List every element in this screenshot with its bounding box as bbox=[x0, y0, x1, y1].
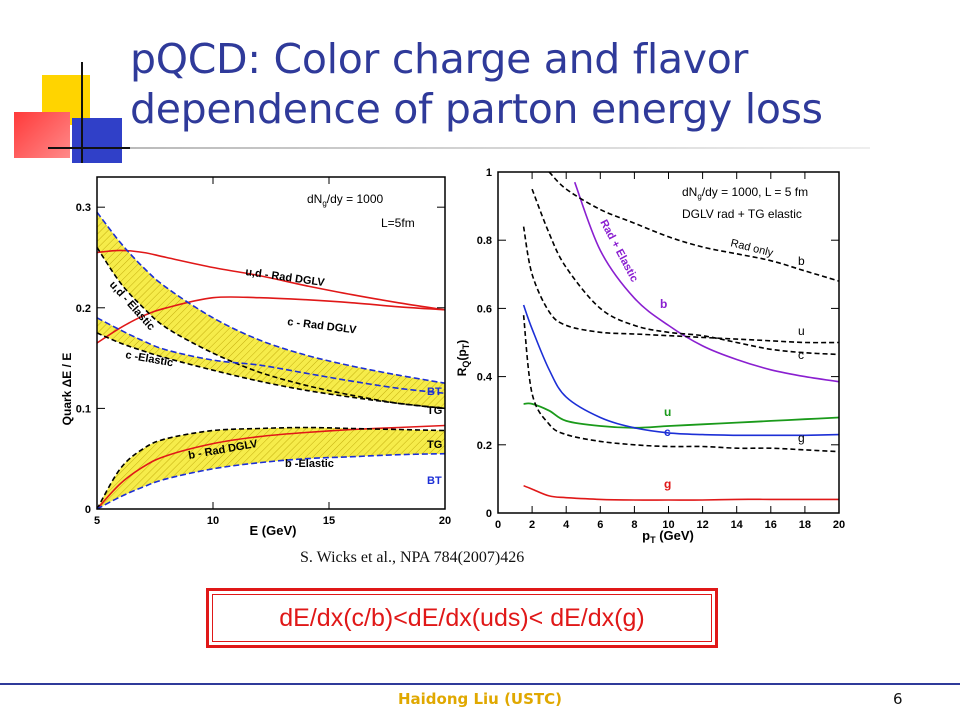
x-tick-label: 10 bbox=[662, 519, 674, 531]
plot-frame bbox=[497, 171, 840, 514]
y-tick-label: 0.8 bbox=[477, 235, 492, 247]
label-bt-upper: BT bbox=[427, 386, 442, 398]
series-c-elastic-tg bbox=[96, 332, 446, 410]
y-tick-label: 0.2 bbox=[477, 440, 492, 452]
x-tick-label: 15 bbox=[323, 515, 335, 527]
annotation-dng: dNg/dy = 1000, L = 5 fm bbox=[682, 185, 808, 201]
x-tick-label: 8 bbox=[631, 519, 637, 531]
x-tick-label: 20 bbox=[439, 515, 451, 527]
x-tick-label: 20 bbox=[833, 519, 845, 531]
curve-label-b-rad: b bbox=[798, 254, 805, 268]
y-tick-label: 0.6 bbox=[477, 303, 492, 315]
y-tick-label: 0.2 bbox=[76, 303, 91, 315]
y-tick-label: 0.4 bbox=[477, 372, 493, 384]
label-b-elastic: b -Elastic bbox=[285, 458, 334, 470]
x-tick-label: 5 bbox=[94, 515, 100, 527]
energy-loss-chart: 5 10 15 20 0 0.1 0.2 0.3 Quark ΔE / E E (GeV) d… bbox=[55, 163, 455, 538]
annotation-model: DGLV rad + TG elastic bbox=[682, 207, 802, 221]
band-group bbox=[97, 212, 445, 509]
series-b-rad-elastic bbox=[573, 181, 840, 383]
title-line-2: dependence of parton energy loss bbox=[130, 85, 823, 133]
uncertainty-band-2 bbox=[97, 317, 445, 409]
footer-author: Haidong Liu (USTC) bbox=[397, 690, 563, 708]
label-tg-upper: TG bbox=[427, 405, 442, 417]
curve-label-c: c bbox=[664, 425, 671, 439]
y-axis-label: RQ(pT) bbox=[455, 340, 471, 377]
series-u-d-elastic-bt bbox=[96, 211, 446, 384]
x-tick-label: 6 bbox=[597, 519, 603, 531]
corner-red-block bbox=[14, 112, 70, 158]
series-u-d-rad-dglv bbox=[96, 249, 446, 311]
tick-group: 0 2 4 6 8 10 12 14 16 18 20 0 0.2 0.4 0.6 0.8 1 bbox=[477, 167, 845, 531]
title-underline bbox=[130, 147, 870, 149]
suppression-chart: 0 2 4 6 8 10 12 14 16 18 20 0 0.2 0.4 0.6 0.8 1 RQ(pT) p… bbox=[452, 160, 847, 544]
x-tick-label: 18 bbox=[799, 519, 811, 531]
series-c-rad-only bbox=[531, 188, 840, 356]
corner-blue-block bbox=[72, 118, 122, 168]
citation: S. Wicks et al., NPA 784(2007)426 bbox=[300, 549, 525, 566]
label-ud-rad: u,d - Rad DGLV bbox=[245, 266, 326, 289]
x-tick-label: 12 bbox=[696, 519, 708, 531]
page-title: pQCD: Color charge and flavor dependence… bbox=[130, 34, 930, 134]
series-b-elastic-bt bbox=[96, 452, 446, 510]
formula-box: dE/dx(c/b)<dE/dx(uds)< dE/dx(g) bbox=[206, 588, 718, 648]
x-axis-label: E (GeV) bbox=[250, 523, 297, 538]
y-tick-label: 0 bbox=[486, 508, 492, 520]
series-u-rad-only bbox=[522, 226, 840, 344]
title-line-1: pQCD: Color charge and flavor bbox=[130, 35, 749, 83]
x-tick-label: 14 bbox=[731, 519, 744, 531]
x-tick-label: 16 bbox=[765, 519, 777, 531]
curve-label-g: g bbox=[664, 477, 671, 491]
formula-text: dE/dx(c/b)<dE/dx(uds)< dE/dx(g) bbox=[212, 594, 712, 642]
label-rad-only: Rad only bbox=[729, 237, 775, 259]
footer-divider bbox=[0, 683, 960, 685]
series-b-elastic-tg bbox=[96, 426, 446, 510]
series-group bbox=[96, 211, 446, 510]
y-tick-label: 1 bbox=[486, 167, 492, 179]
series-c-rad-elastic bbox=[522, 304, 840, 437]
series-b-rad-only bbox=[548, 171, 840, 282]
series-c-elastic-bt bbox=[96, 317, 446, 395]
x-tick-label: 0 bbox=[495, 519, 501, 531]
label-bt-lower: BT bbox=[427, 475, 442, 487]
curve-label-u: u bbox=[664, 405, 671, 419]
page-number: 6 bbox=[893, 690, 903, 708]
tick-group: 5 10 15 20 0 0.1 0.2 0.3 bbox=[76, 177, 451, 527]
curve-label-u-rad: u bbox=[798, 324, 805, 338]
x-tick-label: 2 bbox=[529, 519, 535, 531]
label-c-rad: c - Rad DGLV bbox=[287, 316, 358, 336]
x-tick-label: 4 bbox=[563, 519, 570, 531]
y-tick-label: 0.1 bbox=[76, 403, 91, 415]
series-g-rad-elastic bbox=[523, 484, 839, 501]
annotation-dng: dNg/dy = 1000 bbox=[307, 192, 384, 208]
label-rad-elastic: Rad + Elastic bbox=[597, 218, 640, 284]
corner-horizontal-line bbox=[48, 147, 130, 149]
plot-frame bbox=[96, 176, 446, 510]
series-u-rad-elastic bbox=[523, 402, 840, 429]
label-tg-lower: TG bbox=[427, 439, 442, 451]
curve-label-g-rad: g bbox=[798, 431, 805, 445]
series-g-rad-only bbox=[522, 315, 840, 453]
annotation-length: L=5fm bbox=[381, 216, 415, 230]
series-c-rad-dglv bbox=[96, 296, 446, 344]
x-tick-label: 10 bbox=[207, 515, 219, 527]
y-axis-label: Quark ΔE / E bbox=[60, 353, 74, 426]
y-tick-label: 0.3 bbox=[76, 202, 91, 214]
series-group bbox=[522, 171, 840, 501]
y-tick-label: 0 bbox=[85, 504, 91, 516]
curve-label-b: b bbox=[660, 297, 667, 311]
x-axis-label: pT (GeV) bbox=[642, 528, 694, 544]
corner-vertical-line bbox=[81, 62, 83, 172]
uncertainty-band-3 bbox=[97, 427, 445, 509]
curve-label-c-rad: c bbox=[798, 348, 804, 362]
